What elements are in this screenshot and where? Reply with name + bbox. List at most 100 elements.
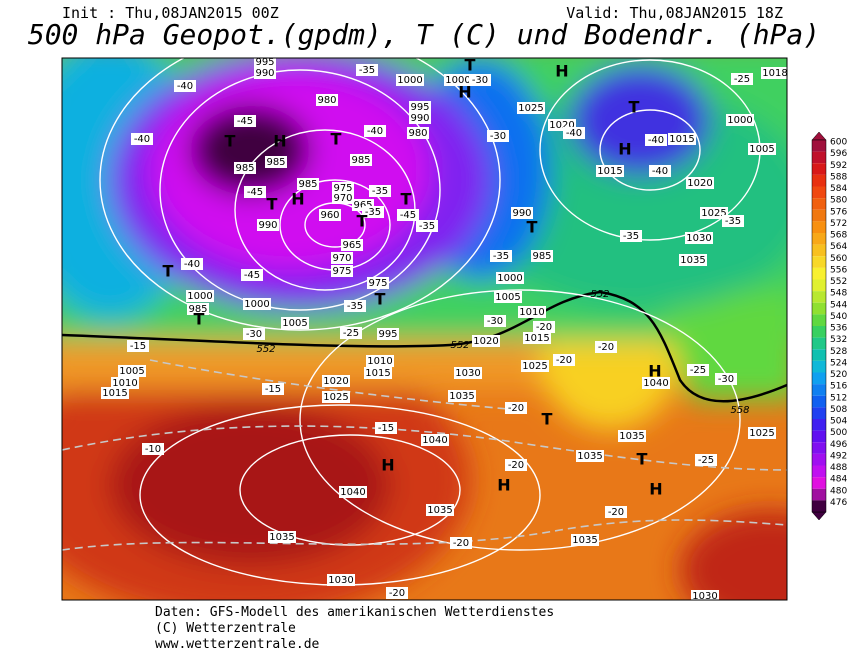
temperature-label: -45 (400, 210, 416, 221)
temperature-label-box (416, 220, 438, 232)
footer-line: (C) Wetterzentrale (155, 621, 296, 636)
colorbar-label: 532 (830, 335, 847, 345)
pressure-center: H (381, 456, 394, 475)
temperature-label: -25 (698, 455, 714, 466)
colorbar-swatch (812, 233, 826, 245)
temperature-label: -20 (608, 507, 624, 518)
colorbar-swatch (812, 302, 826, 315)
pressure-label: 1000 (445, 75, 470, 86)
temperature-label: -45 (237, 116, 253, 127)
temperature-label-box (620, 230, 642, 242)
colorbar-swatch (812, 209, 826, 222)
temperature-label: -10 (145, 444, 161, 455)
colorbar-label: 512 (830, 393, 847, 403)
colorbar-label: 492 (830, 451, 847, 461)
pressure-label-box (521, 360, 549, 372)
pressure-label-box (596, 165, 624, 177)
colorbar-label: 556 (830, 265, 847, 275)
pressure-label-box (472, 335, 500, 347)
colorbar-label: 580 (830, 196, 847, 206)
colorbar-swatch (812, 198, 826, 210)
temperature-label: -20 (453, 538, 469, 549)
temperature-label-box (722, 215, 744, 227)
pressure-label-box (254, 67, 276, 79)
pressure-label: 1010 (519, 307, 544, 318)
colorbar-label: 592 (830, 161, 847, 171)
pressure-label: 1018 (762, 68, 787, 79)
pressure-label-box (407, 127, 429, 139)
temperature-field (62, 58, 787, 600)
colorbar-arrow-bottom (811, 511, 827, 521)
pressure-label-box (118, 365, 146, 377)
pressure-center: H (649, 480, 662, 499)
pressure-label-box (243, 298, 271, 310)
pressure-label-box (409, 112, 431, 124)
colorbar-frame (811, 139, 827, 513)
temperature-label-box (487, 130, 509, 142)
pressure-label: 1015 (669, 134, 694, 145)
pressure-label-box (679, 254, 707, 266)
pressure-label-box (571, 534, 599, 546)
pressure-label-box (448, 390, 476, 402)
colorbar-swatch (812, 140, 826, 152)
pressure-label: 1030 (455, 368, 480, 379)
temperature-label-box (687, 364, 709, 376)
temperature-label: -45 (247, 187, 263, 198)
colorbar-swatch (812, 326, 826, 338)
contour-label: 552 (590, 289, 609, 300)
pressure-label: 960 (320, 210, 339, 221)
pressure-label: 1035 (680, 255, 705, 266)
colorbar-swatch (812, 430, 826, 443)
pressure-center: T (357, 212, 368, 231)
pressure-label: 965 (353, 200, 372, 211)
pressure-label-box (257, 219, 279, 231)
pressure-center: T (163, 262, 174, 281)
colorbar-label: 528 (830, 347, 847, 357)
pressure-label: 985 (235, 163, 254, 174)
temperature-label-box (131, 133, 153, 145)
pressure-label: 985 (266, 157, 285, 168)
temperature-label-box (505, 459, 527, 471)
pressure-label: 1035 (619, 431, 644, 442)
temperature-label: -20 (556, 355, 572, 366)
temperature-label: -40 (177, 81, 193, 92)
colorbar-swatch (812, 477, 826, 489)
colorbar-label: 568 (830, 231, 847, 241)
pressure-label: 995 (378, 329, 397, 340)
pressure-label-box (316, 94, 338, 106)
pressure-label: 1020 (473, 336, 498, 347)
pressure-label-box (523, 332, 551, 344)
pressure-center: H (458, 83, 471, 102)
valid-time: Valid: Thu,08JAN2015 18Z (566, 4, 783, 22)
temperature-label: -20 (508, 403, 524, 414)
pressure-label-box (700, 207, 728, 219)
colorbar-label: 536 (830, 324, 847, 334)
map-frame (61, 57, 788, 601)
contour-label: 552 (450, 340, 469, 351)
pressure-label-box (518, 306, 546, 318)
pressure-label-box (454, 367, 482, 379)
pressure-label-box (187, 303, 209, 315)
colorbar-swatch (812, 244, 826, 257)
temperature-label: -30 (472, 75, 488, 86)
pressure-label: 990 (258, 220, 277, 231)
pressure-label: 1030 (692, 591, 717, 602)
pressure-center: T (194, 310, 205, 329)
pressure-label: 1000 (727, 115, 752, 126)
pressure-label-box (339, 486, 367, 498)
pressure-label: 1020 (549, 120, 574, 131)
pressure-label-box (322, 375, 350, 387)
colorbar-label: 516 (830, 382, 847, 392)
colorbar-label: 572 (830, 219, 847, 229)
pressure-label: 1035 (449, 391, 474, 402)
temperature-label: -15 (265, 384, 281, 395)
pressure-label-box (332, 182, 354, 194)
colorbar-label: 548 (830, 289, 847, 299)
pressure-label-box (331, 252, 353, 264)
temperature-label-box (731, 73, 753, 85)
colorbar-swatch (812, 267, 826, 280)
pressure-label: 1030 (328, 575, 353, 586)
temperature-label: -20 (598, 342, 614, 353)
pressure-label-box (444, 74, 472, 86)
